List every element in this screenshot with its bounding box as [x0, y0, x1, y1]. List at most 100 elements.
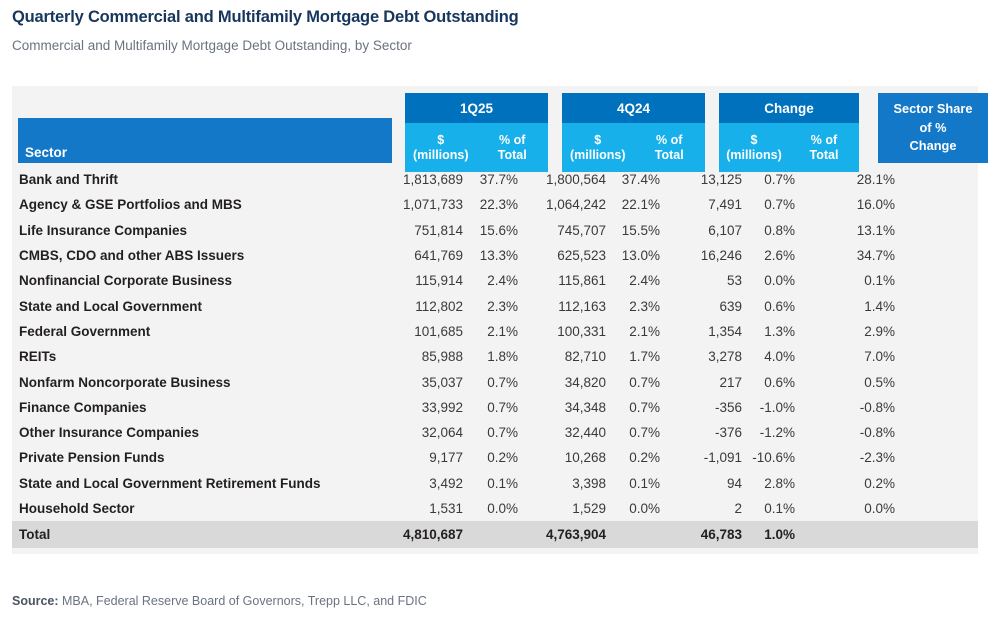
cell-q1-dollars: 32,064 — [421, 425, 463, 441]
cell-chg-dollars: 639 — [719, 298, 742, 314]
column-header-1q25-percent: % of Total — [497, 132, 527, 162]
cell-sector: Finance Companies — [19, 399, 147, 415]
cell-chg-pct: 0.6% — [764, 374, 795, 390]
cell-chg-dollars: -1,091 — [703, 450, 742, 466]
cell-q1-pct: 2.1% — [487, 323, 518, 339]
cell-chg-dollars: 16,246 — [700, 248, 742, 264]
cell-q1-pct: 0.7% — [487, 374, 518, 390]
table-body: Bank and Thrift 1,813,689 37.7% 1,800,564 37… — [12, 167, 978, 549]
cell-chg-dollars: 7,491 — [708, 197, 742, 213]
cell-share: 2.9% — [864, 323, 895, 339]
table-row: Other Insurance Companies 32,064 0.7% 32,44… — [12, 420, 978, 445]
cell-q1-dollars: 1,071,733 — [402, 197, 463, 213]
cell-chg-dollars: 1,354 — [708, 323, 742, 339]
cell-chg-dollars: -376 — [714, 425, 742, 441]
cell-chg-dollars: 94 — [726, 475, 742, 491]
cell-chg-dollars: 13,125 — [700, 172, 742, 188]
column-group-change-subheaders: $ (millions) % of Total — [719, 123, 859, 172]
cell-share: 0.0% — [864, 501, 895, 516]
cell-chg-pct: -10.6% — [752, 450, 795, 466]
table-row: State and Local Government Retirement Fu… — [12, 471, 978, 496]
cell-chg-pct: -1.0% — [759, 399, 795, 415]
cell-share: 0.1% — [864, 273, 895, 289]
cell-q4-pct: 15.5% — [621, 222, 660, 238]
table-row: Agency & GSE Portfolios and MBS 1,071,733… — [12, 192, 978, 217]
cell-chg-pct: 0.7% — [764, 172, 795, 188]
cell-q1-pct: 1.8% — [487, 349, 518, 365]
cell-q1-pct: 15.6% — [479, 222, 518, 238]
cell-sector: Household Sector — [19, 501, 135, 516]
cell-chg-pct: 1.0% — [764, 527, 795, 543]
cell-share: 0.5% — [864, 374, 895, 390]
page-subtitle: Commercial and Multifamily Mortgage Debt… — [12, 38, 412, 53]
cell-sector: Nonfarm Noncorporate Business — [19, 374, 231, 390]
source-text: MBA, Federal Reserve Board of Governors,… — [58, 594, 427, 608]
cell-q4-dollars: 82,710 — [564, 349, 606, 365]
page-title: Quarterly Commercial and Multifamily Mor… — [12, 8, 519, 26]
cell-chg-pct: 2.6% — [764, 248, 795, 264]
cell-q4-dollars: 3,398 — [572, 475, 606, 491]
cell-q4-pct: 2.4% — [629, 273, 660, 289]
cell-share: 28.1% — [856, 172, 895, 188]
column-header-4q24-percent: % of Total — [654, 132, 684, 162]
cell-chg-dollars: 46,783 — [700, 527, 742, 543]
cell-chg-dollars: -356 — [714, 399, 742, 415]
column-group-1q25-subheaders: $ (millions) % of Total — [405, 123, 548, 172]
column-header-sector: Sector — [18, 118, 392, 163]
cell-q1-pct: 0.2% — [487, 450, 518, 466]
table-row: Bank and Thrift 1,813,689 37.7% 1,800,564 37… — [12, 167, 978, 192]
column-header-1q25-dollars: $ (millions) — [412, 132, 469, 162]
cell-q4-dollars: 10,268 — [564, 450, 606, 466]
cell-q4-dollars: 1,064,242 — [545, 197, 606, 213]
cell-q4-dollars: 745,707 — [557, 222, 606, 238]
cell-q1-dollars: 85,988 — [421, 349, 463, 365]
cell-q4-pct: 22.1% — [621, 197, 660, 213]
cell-sector: Total — [19, 527, 51, 543]
cell-chg-pct: 0.1% — [764, 501, 795, 516]
cell-q1-dollars: 641,769 — [414, 248, 463, 264]
column-header-change-percent: % of Total — [809, 132, 839, 162]
cell-q4-dollars: 115,861 — [558, 273, 606, 289]
cell-sector: Private Pension Funds — [19, 450, 165, 466]
table-row: CMBS, CDO and other ABS Issuers 641,769 13… — [12, 243, 978, 268]
cell-q1-dollars: 1,813,689 — [402, 172, 463, 188]
cell-q1-dollars: 4,810,687 — [402, 527, 463, 543]
table-row: Household Sector 1,531 0.0% 1,529 0.0% 2 0.1% 0… — [12, 496, 978, 521]
cell-q4-dollars: 625,523 — [557, 248, 606, 264]
cell-q4-pct: 2.1% — [629, 323, 660, 339]
cell-sector: Agency & GSE Portfolios and MBS — [19, 197, 242, 213]
cell-q4-pct: 0.0% — [629, 501, 660, 516]
cell-q1-dollars: 101,685 — [414, 323, 463, 339]
cell-q4-pct: 13.0% — [621, 248, 660, 264]
table-row: Life Insurance Companies 751,814 15.6% 745,… — [12, 218, 978, 243]
cell-q4-dollars: 112,163 — [558, 298, 606, 314]
cell-share: 16.0% — [856, 197, 895, 213]
table-row: Nonfinancial Corporate Business 115,914 2.… — [12, 268, 978, 293]
cell-q4-pct: 0.7% — [629, 399, 660, 415]
cell-q4-dollars: 1,529 — [572, 501, 606, 516]
column-group-1q25: 1Q25 $ (millions) % of Total — [405, 93, 548, 172]
cell-q1-pct: 13.3% — [479, 248, 518, 264]
cell-q4-pct: 1.7% — [629, 349, 660, 365]
cell-q1-pct: 0.1% — [487, 475, 518, 491]
cell-q1-pct: 0.0% — [487, 501, 518, 516]
cell-q4-dollars: 34,348 — [564, 399, 606, 415]
column-group-4q24-subheaders: $ (millions) % of Total — [562, 123, 705, 172]
cell-share: 13.1% — [856, 222, 895, 238]
cell-sector: Federal Government — [19, 323, 151, 339]
cell-q1-dollars: 751,814 — [414, 222, 463, 238]
cell-chg-dollars: 2 — [734, 501, 742, 516]
cell-chg-pct: 0.0% — [764, 273, 795, 289]
table-row: Private Pension Funds 9,177 0.2% 10,268 0.2%… — [12, 445, 978, 470]
cell-q4-dollars: 1,800,564 — [545, 172, 606, 188]
table-row: Finance Companies 33,992 0.7% 34,348 0.7% -35… — [12, 395, 978, 420]
column-group-change: Change $ (millions) % of Total — [719, 93, 859, 172]
cell-q4-pct: 37.4% — [621, 172, 660, 188]
cell-q1-pct: 37.7% — [479, 172, 518, 188]
cell-chg-pct: 0.7% — [764, 197, 795, 213]
cell-chg-pct: 0.6% — [764, 298, 795, 314]
cell-q1-dollars: 1,531 — [429, 501, 463, 516]
cell-q1-dollars: 35,037 — [421, 374, 463, 390]
cell-q1-pct: 22.3% — [479, 197, 518, 213]
table-row: State and Local Government 112,802 2.3% 112… — [12, 293, 978, 318]
